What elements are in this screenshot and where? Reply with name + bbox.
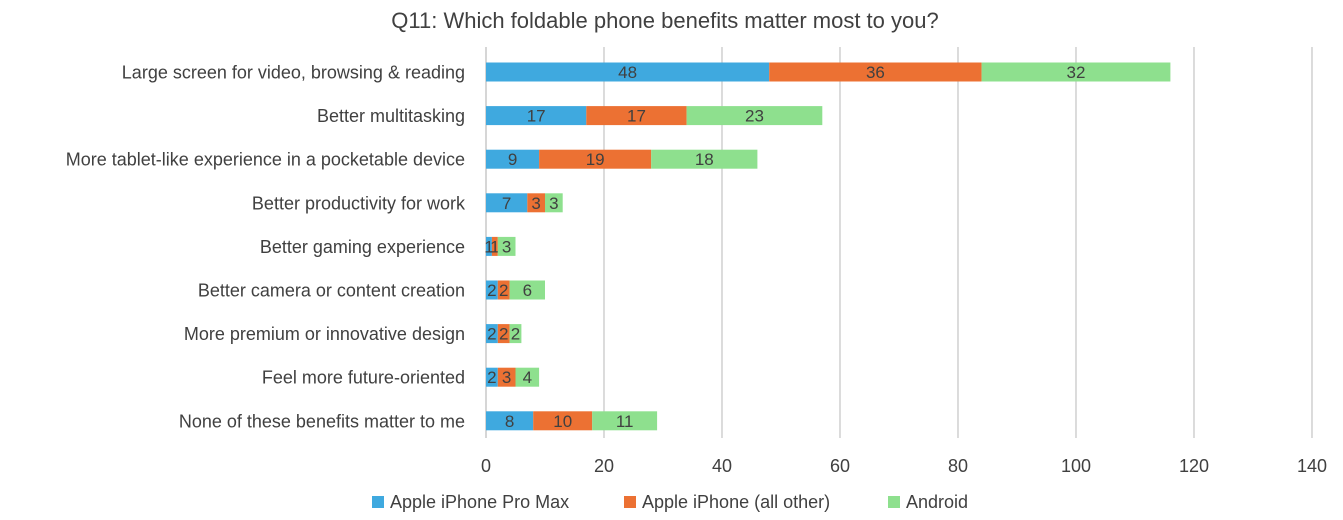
data-label: 48 [618, 63, 637, 82]
legend-label: Apple iPhone (all other) [642, 492, 830, 512]
bar-segment [497, 280, 510, 300]
data-label: 3 [531, 194, 540, 213]
data-label: 3 [502, 368, 511, 387]
bar-segment [509, 280, 545, 300]
category-label: Large screen for video, browsing & readi… [122, 63, 465, 83]
category-label: More tablet-like experience in a pocketa… [66, 150, 465, 170]
data-label: 2 [499, 281, 508, 300]
data-label: 23 [745, 107, 764, 126]
bar-segment [486, 236, 492, 256]
bar-segment [539, 149, 652, 169]
bar-segment [497, 367, 516, 387]
category-label: Better productivity for work [252, 193, 466, 213]
data-label: 2 [499, 325, 508, 344]
data-label: 1 [484, 237, 493, 256]
x-axis-ticks: 0 20 40 60 80 100 120 140 [481, 456, 1327, 476]
bar-segment [527, 193, 545, 213]
data-label: 17 [627, 107, 646, 126]
category-label: Better gaming experience [260, 237, 465, 257]
bar-segment [651, 149, 758, 169]
data-label: 17 [527, 107, 546, 126]
data-label: 2 [511, 325, 520, 344]
data-label: 3 [502, 237, 511, 256]
bar-segment [769, 62, 982, 82]
bar-segment [486, 106, 587, 126]
x-tick-label: 20 [594, 456, 614, 476]
data-label: 9 [508, 150, 517, 169]
data-label: 6 [523, 281, 532, 300]
x-tick-label: 60 [830, 456, 850, 476]
x-tick-label: 140 [1297, 456, 1327, 476]
data-label: 10 [553, 412, 572, 431]
bar-segment [497, 236, 516, 256]
bar-segment [486, 149, 540, 169]
data-label: 1 [490, 237, 499, 256]
legend-swatch [372, 496, 384, 508]
x-tick-label: 100 [1061, 456, 1091, 476]
data-label: 32 [1067, 63, 1086, 82]
data-label: 7 [502, 194, 511, 213]
x-tick-label: 120 [1179, 456, 1209, 476]
bar-segment [586, 106, 687, 126]
bar-segment [545, 193, 563, 213]
data-label: 2 [487, 368, 496, 387]
data-label: 2 [487, 325, 496, 344]
data-label: 18 [695, 150, 714, 169]
legend-swatch [624, 496, 636, 508]
data-label: 11 [616, 412, 634, 431]
data-label: 8 [505, 412, 514, 431]
bar-segment [486, 324, 498, 344]
x-tick-label: 40 [712, 456, 732, 476]
bar-segment [592, 411, 658, 431]
bar-segment [486, 367, 498, 387]
legend: Apple iPhone Pro Max Apple iPhone (all ot… [372, 492, 968, 512]
legend-label: Apple iPhone Pro Max [390, 492, 569, 512]
category-label: More premium or innovative design [184, 324, 465, 344]
bar-segment [491, 236, 498, 256]
x-tick-label: 0 [481, 456, 491, 476]
category-label: Better camera or content creation [198, 281, 465, 301]
bar-segment [486, 411, 534, 431]
bar-segment [515, 367, 540, 387]
bar-segment [686, 106, 823, 126]
bar-segment [497, 324, 510, 344]
x-tick-label: 80 [948, 456, 968, 476]
bar-segment [509, 324, 522, 344]
data-label: 2 [487, 281, 496, 300]
legend-label: Android [906, 492, 968, 512]
data-label: 19 [586, 150, 605, 169]
category-labels: Large screen for video, browsing & readi… [66, 63, 466, 432]
data-label: 4 [523, 368, 532, 387]
bar-segment [486, 193, 528, 213]
bar-segment [981, 62, 1171, 82]
gridlines [485, 47, 1313, 438]
category-label: Better multitasking [317, 106, 465, 126]
bar-segment [533, 411, 593, 431]
legend-swatch [888, 496, 900, 508]
data-label: 36 [866, 63, 885, 82]
bar-segment [486, 280, 498, 300]
data-label: 3 [549, 194, 558, 213]
chart-title: Q11: Which foldable phone benefits matte… [391, 8, 938, 33]
bar-segment [486, 62, 770, 82]
category-label: Feel more future-oriented [262, 368, 465, 388]
category-label: None of these benefits matter to me [179, 411, 465, 431]
